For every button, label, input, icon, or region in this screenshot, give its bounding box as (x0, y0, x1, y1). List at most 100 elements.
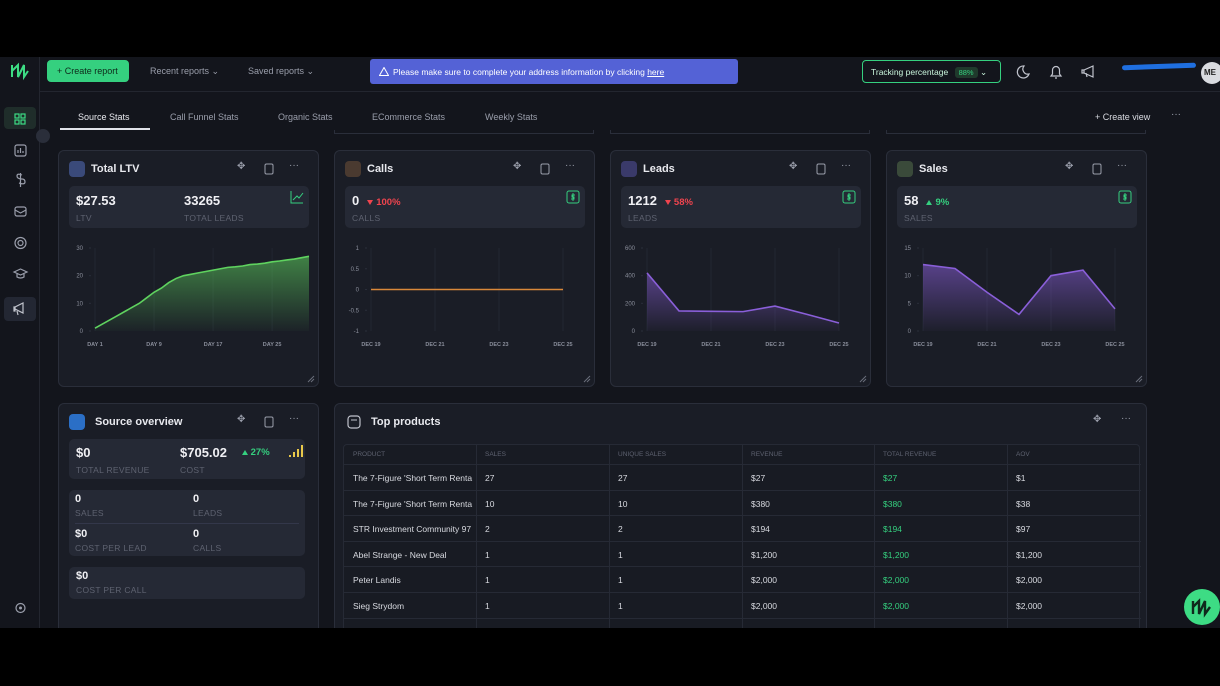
mini-chart: 0 5 10 15 DEC 19 DEC 21 DEC 23 DEC 25 (904, 246, 1124, 348)
stat-row: $27.53 (76, 192, 116, 210)
create-report-button[interactable]: + Create report (47, 60, 129, 82)
x-tick-label: DEC 25 (829, 342, 848, 348)
x-tick-label: DEC 25 (1105, 342, 1124, 348)
top-products-card: Top products ✥ ··· PRODUCT SALES UNIQUE SA… (334, 403, 1147, 628)
tab[interactable]: Organic Stats (278, 112, 333, 122)
down-arrow (367, 200, 374, 205)
tab[interactable]: Call Funnel Stats (170, 112, 239, 122)
stat-row: 1212 58% (628, 192, 693, 210)
tabs-menu[interactable]: ··· (1171, 109, 1181, 120)
doc-shape (540, 163, 550, 175)
stat-label: LEADS (628, 213, 658, 223)
resize-handle (859, 375, 867, 383)
resize-shape (859, 375, 867, 383)
icon-shape (1118, 190, 1132, 204)
move-handle[interactable]: ✥ (237, 414, 246, 425)
tab[interactable]: Source Stats (78, 112, 130, 122)
card-menu[interactable]: ··· (565, 160, 575, 171)
dollar-icon (1118, 190, 1132, 204)
x-tick-label: DAY 1 (87, 342, 103, 348)
table-cell: $27 (751, 473, 766, 483)
avatar[interactable]: ME (1201, 62, 1220, 84)
tracking-percentage[interactable]: Tracking percentage 88% ⌄ (862, 60, 1001, 83)
table-cell: $2,000 (751, 601, 777, 611)
move-handle[interactable]: ✥ (1065, 161, 1074, 172)
stat-label: LTV (76, 213, 92, 223)
cost-per-call-box: $0 COST PER CALL (69, 567, 305, 599)
table-cell: 10 (618, 498, 628, 509)
table-cell: 1 (618, 549, 623, 560)
card-menu[interactable]: ··· (289, 160, 299, 171)
column-header: REVENUE (751, 451, 783, 458)
doc-icon (816, 163, 826, 175)
products-table: PRODUCT SALES UNIQUE SALES REVENUE TOTAL REV… (343, 444, 1141, 628)
topbar (40, 57, 1220, 92)
card-icon (897, 161, 913, 177)
change-value: 58% (673, 197, 693, 208)
card-menu[interactable]: ··· (1117, 160, 1127, 171)
saved-reports-label: Saved reports (248, 66, 305, 76)
up-arrow (242, 450, 248, 455)
address-banner: Please make sure to complete your addres… (370, 59, 738, 84)
table-row: Abel Strange - New Deal 1 1 $1,200 $1,200 $1,… (344, 542, 1141, 568)
stat-row: 0 100% (352, 192, 401, 210)
stat-label: CALLS (352, 213, 381, 223)
recent-reports[interactable]: Recent reports ⌄ (150, 66, 220, 76)
metric-card: Sales ✥ ··· 58 9% SALES 0 5 10 15 DEC 19 DEC 21 DEC … (886, 150, 1147, 387)
move-handle[interactable]: ✥ (789, 161, 798, 172)
move-handle[interactable]: ✥ (1093, 414, 1102, 425)
area (647, 272, 839, 331)
saved-reports[interactable]: Saved reports ⌄ (248, 66, 315, 76)
table-cell: $1,200 (883, 549, 909, 560)
move-handle[interactable]: ✥ (513, 161, 522, 172)
chat-widget[interactable] (1183, 588, 1220, 628)
y-tick-label: 20 (76, 274, 83, 280)
metric-value: $0 (76, 570, 89, 582)
banner-link[interactable]: here (647, 67, 665, 77)
icon-shape (571, 193, 575, 201)
sidebar-icons (4, 62, 36, 614)
table-cell: $2,000 (883, 575, 909, 586)
card-menu[interactable]: ··· (1121, 413, 1131, 424)
tab[interactable]: Weekly Stats (485, 112, 538, 122)
area (95, 256, 309, 331)
column-header: PRODUCT (353, 451, 386, 458)
doc-shape (264, 163, 274, 175)
table-cell: 1 (485, 601, 490, 611)
recent-reports-label: Recent reports (150, 66, 210, 76)
doc-icon (1092, 163, 1102, 175)
table-cell: Peter Landis (353, 575, 401, 586)
mini-chart: 0 10 20 30 DAY 1 DAY 9 DAY 17 DAY 25 (76, 246, 310, 348)
icon-shape (566, 190, 580, 204)
icon-shape (842, 190, 856, 204)
tab[interactable]: ECommerce Stats (372, 112, 446, 122)
x-tick-label: DEC 19 (361, 342, 380, 348)
doc-shape (264, 416, 274, 428)
collapse-toggle[interactable] (36, 129, 50, 143)
resize-handle (1135, 375, 1143, 383)
column-header: UNIQUE SALES (618, 451, 667, 458)
y-tick-label: 0 (356, 288, 360, 294)
mini-chart: -1 -0.5 0 0.5 1 DEC 19 DEC 21 DEC 23 DEC 25 (349, 246, 573, 348)
create-view-label: Create view (1102, 112, 1151, 122)
move-handle[interactable]: ✥ (237, 161, 246, 172)
scrolled-cards-edge (58, 130, 1146, 135)
active-tab-underline (60, 128, 150, 130)
card-icon (345, 161, 361, 177)
up-arrow (926, 200, 933, 205)
create-view[interactable]: + Create view (1095, 112, 1151, 122)
bars-icon (289, 445, 303, 457)
column-header: AOV (1016, 451, 1030, 458)
metric-value: 0 (193, 493, 200, 505)
card-menu[interactable]: ··· (841, 160, 851, 171)
resize-shape (583, 375, 591, 383)
app: + Create report Recent reports ⌄ Saved r… (0, 57, 1220, 628)
revenue-box: $0 TOTAL REVENUE $705.02 COST 27% (69, 439, 305, 479)
line (646, 272, 840, 324)
down-arrow (664, 200, 671, 205)
metric-card: Calls ✥ ··· 0 100% CALLS -1 -0.5 0 0.5 1 DEC 19 DEC … (334, 150, 595, 387)
stat-change: 100% (367, 197, 401, 208)
cost-change: 27% (242, 447, 270, 458)
stat-label: TOTAL LEADS (184, 213, 244, 223)
card-menu[interactable]: ··· (289, 413, 299, 424)
